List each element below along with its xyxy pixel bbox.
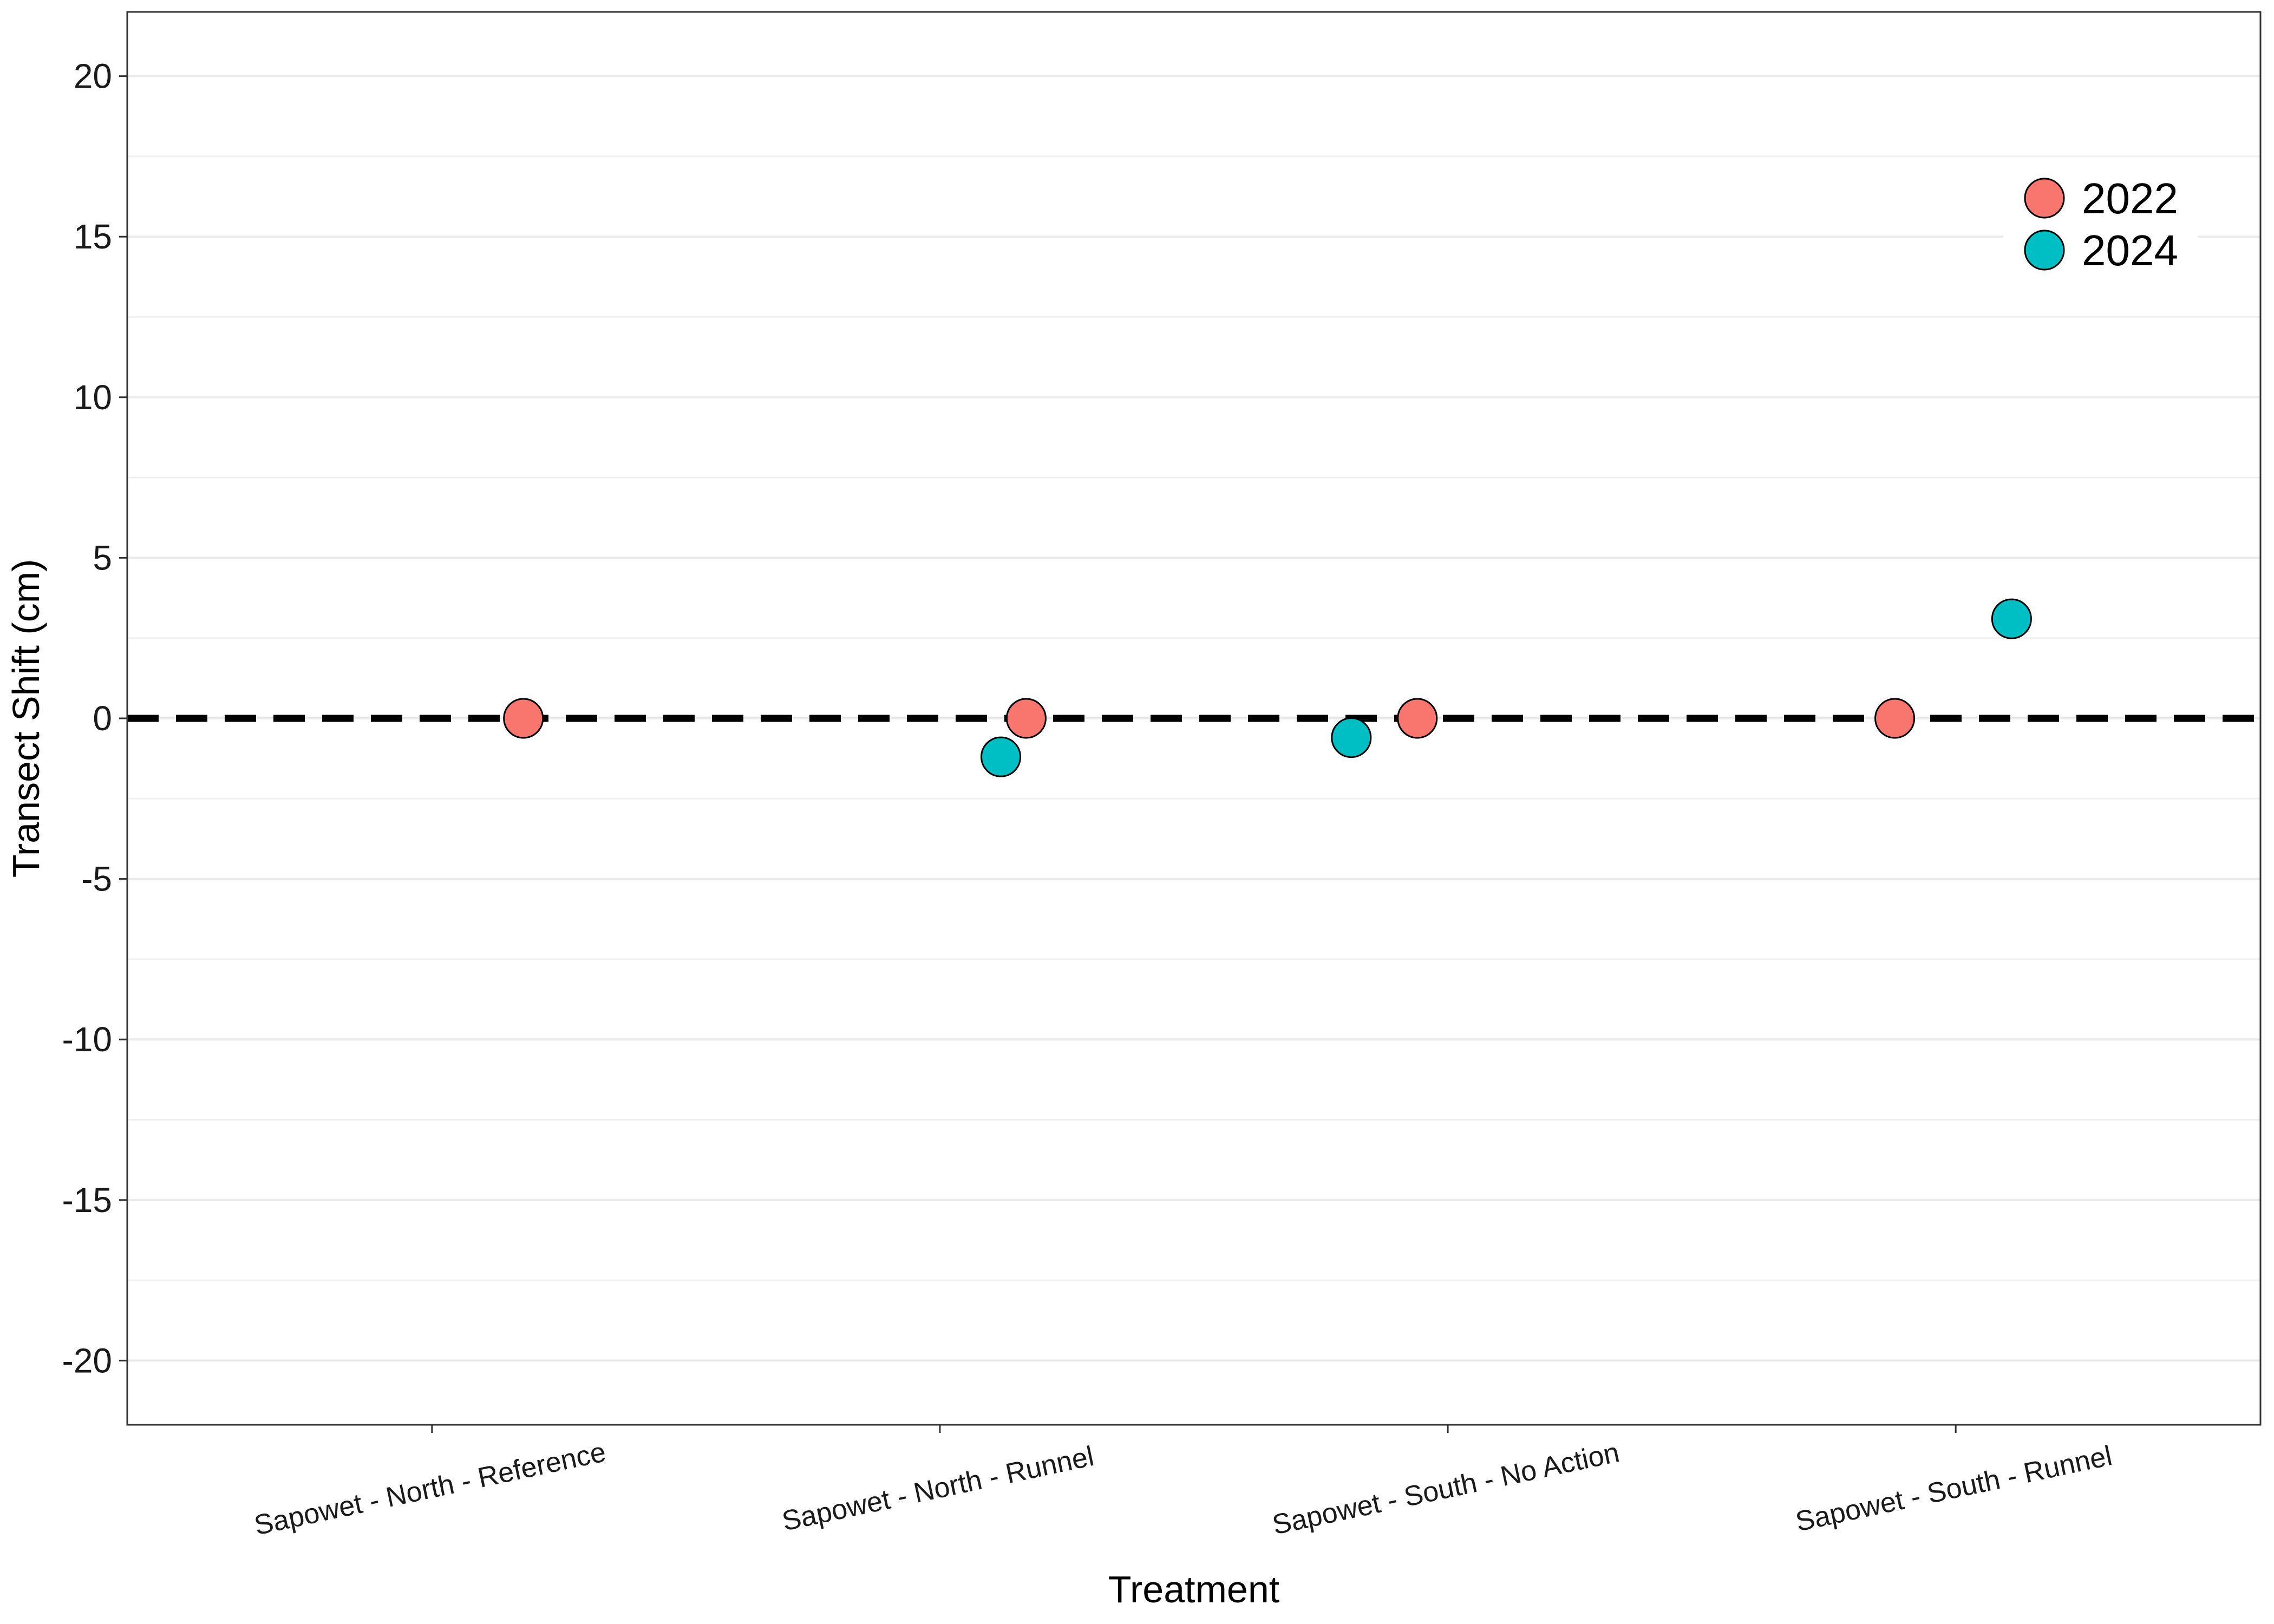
y-tick-label: 15 <box>74 217 112 256</box>
legend-label-2024: 2024 <box>2082 226 2178 274</box>
major-gridlines <box>127 75 2260 1362</box>
x-tick-label: Sapowet - North - Reference <box>252 1436 609 1541</box>
x-tick-label: Sapowet - North - Runnel <box>779 1440 1096 1537</box>
y-tick-label: 0 <box>93 699 112 738</box>
x-axis: Sapowet - North - Reference Sapowet - Nor… <box>252 1425 2115 1542</box>
legend-key-2024 <box>2024 230 2065 271</box>
point-2022 <box>1005 698 1047 739</box>
x-tick-label: Sapowet - South - Runnel <box>1793 1440 2115 1538</box>
point-2022 <box>1397 698 1438 739</box>
y-tick-label: -10 <box>62 1020 113 1059</box>
point-2024 <box>1991 598 2032 639</box>
y-tick-label: 20 <box>74 57 112 96</box>
point-2022 <box>503 698 544 739</box>
y-tick-label: -5 <box>81 860 112 899</box>
legend: 2022 2024 <box>2003 162 2198 292</box>
x-tick-label: Sapowet - South - No Action <box>1270 1437 1622 1541</box>
data-points <box>503 598 2032 777</box>
x-axis-title: Treatment <box>1108 1568 1279 1610</box>
y-tick-label: -20 <box>62 1341 113 1380</box>
point-2024 <box>1331 717 1372 758</box>
y-tick-label: 10 <box>74 378 112 417</box>
y-axis: -20 -15 -10 -5 0 5 10 15 20 <box>62 57 127 1380</box>
legend-label-2022: 2022 <box>2082 174 2178 222</box>
y-tick-label: 5 <box>93 538 112 577</box>
y-tick-label: -15 <box>62 1181 113 1220</box>
minor-gridlines <box>127 155 2260 1281</box>
point-2022 <box>1874 698 1916 739</box>
point-2024 <box>981 736 1022 777</box>
legend-key-2022 <box>2024 178 2065 219</box>
y-axis-title: Transect Shift (cm) <box>5 559 47 878</box>
